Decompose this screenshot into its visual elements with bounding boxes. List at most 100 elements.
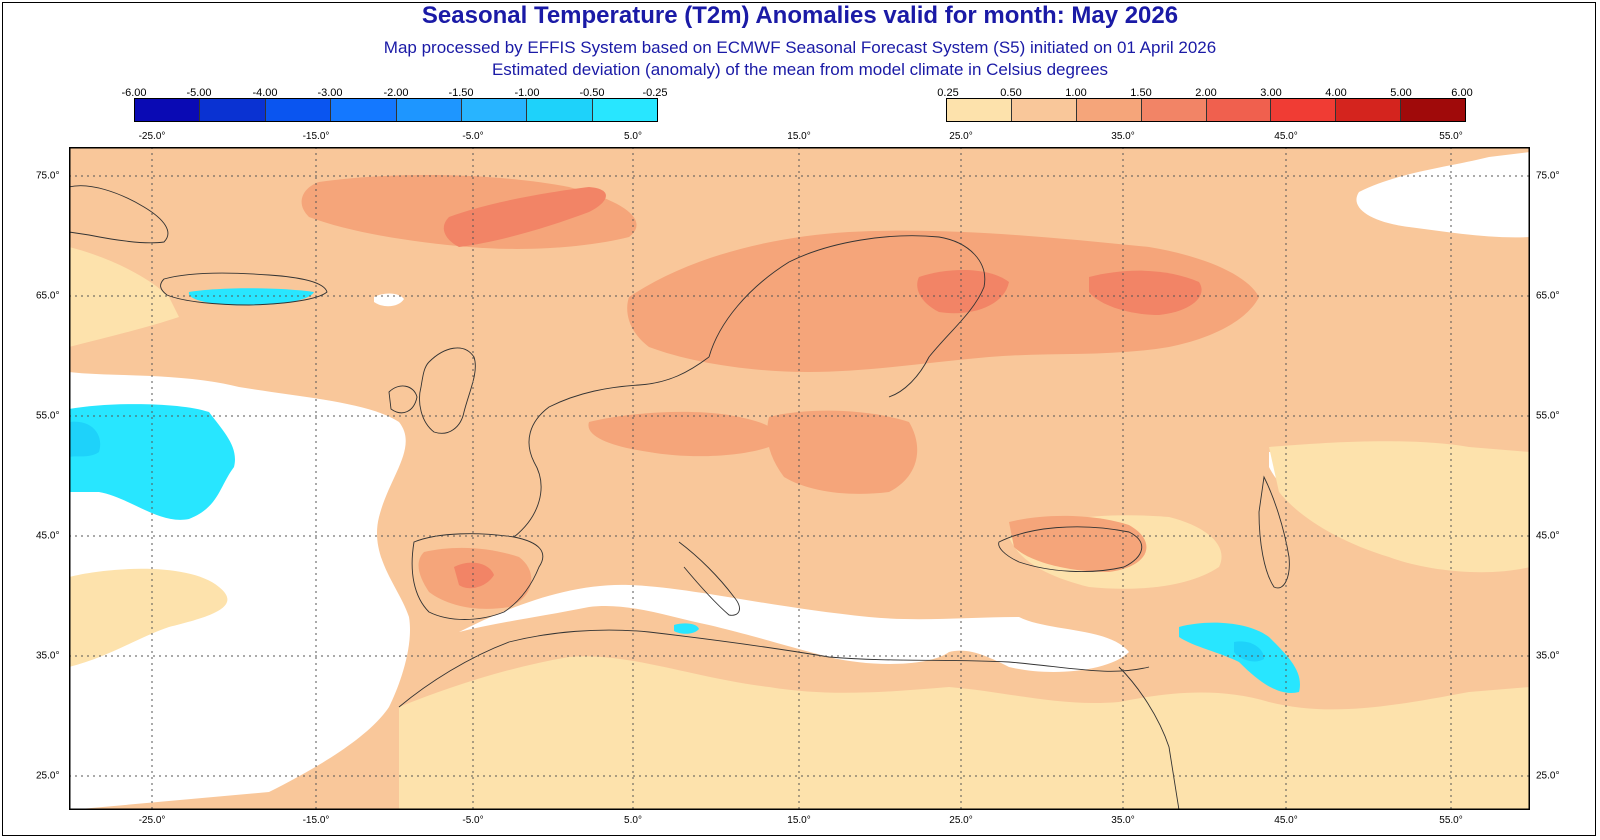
coastline-iberia — [411, 533, 544, 620]
lon-label-top: -5.0° — [462, 131, 484, 142]
colder-anomaly-atlantic — [69, 421, 101, 457]
cold-anomaly-iceland — [188, 288, 314, 306]
legend-label-pos: 2.00 — [1195, 87, 1217, 99]
legend-swatch-neg-7 — [527, 99, 593, 121]
lon-label-top: -15.0° — [302, 131, 330, 142]
legend-label-neg: -0.25 — [642, 87, 668, 99]
lat-label-left: 55.0° — [36, 410, 60, 422]
lat-label-left: 35.0° — [36, 650, 60, 662]
warm-anomaly-caucasus — [1009, 515, 1147, 572]
legend-swatch-neg-6 — [461, 99, 528, 121]
legend-swatch-pos-1 — [947, 99, 1012, 121]
legend-label-pos: 1.00 — [1065, 87, 1087, 99]
neutral-arctic-east — [1356, 152, 1530, 238]
lat-label-right: 45.0° — [1536, 530, 1560, 542]
lat-label-left: 65.0° — [36, 290, 60, 302]
lon-label-top: 45.0° — [1274, 131, 1298, 142]
hot-anomaly-north-atlantic — [443, 187, 606, 247]
map-subtitle-source: Map processed by EFFIS System based on E… — [383, 38, 1217, 57]
neutral-mediterranean — [459, 584, 1129, 672]
hot-anomaly-finland — [917, 270, 1009, 314]
coastline-arabia — [1118, 666, 1180, 810]
hot-anomaly-russia — [1089, 270, 1202, 315]
map-title: Seasonal Temperature (T2m) Anomalies val… — [421, 2, 1179, 29]
lat-label-left: 45.0° — [36, 530, 60, 542]
legend-swatch-pos-2 — [1011, 99, 1077, 121]
coastline-scandinavia — [708, 235, 986, 398]
map-subtitle-units: Estimated deviation (anomaly) of the mea… — [491, 60, 1109, 79]
legend-label-neg: -2.00 — [383, 87, 409, 99]
warm-anomaly-poland — [767, 410, 918, 494]
light-warm-central-asia — [1269, 441, 1530, 573]
legend-colorbar-negative — [134, 98, 658, 122]
lat-label-right: 65.0° — [1536, 290, 1560, 302]
legend-swatch-pos-5 — [1206, 99, 1272, 121]
lon-label-bottom: 45.0° — [1274, 815, 1298, 826]
coastline-ireland — [388, 385, 418, 414]
legend-swatch-pos-6 — [1271, 99, 1337, 121]
coastline-north-africa — [398, 629, 1150, 708]
cold-anomaly-atlantic — [69, 404, 235, 520]
lat-label-right: 55.0° — [1536, 410, 1560, 422]
lat-label-right: 75.0° — [1536, 170, 1560, 182]
coastline-europe-west — [513, 356, 710, 538]
coastline-caspian — [1258, 475, 1290, 589]
lon-label-top: 5.0° — [624, 131, 642, 142]
lon-label-top: 55.0° — [1439, 131, 1463, 142]
graticule — [69, 147, 1530, 810]
legend-label-pos: 5.00 — [1390, 87, 1412, 99]
legend-label-neg: -0.50 — [579, 87, 605, 99]
legend-colorbar-positive — [946, 98, 1466, 122]
lat-label-right: 35.0° — [1536, 650, 1560, 662]
legend-label-pos: 6.00 — [1451, 87, 1473, 99]
lat-label-right: 25.0° — [1536, 770, 1560, 782]
cold-anomaly-middle-east — [1179, 622, 1300, 693]
legend-swatch-neg-8 — [592, 99, 657, 121]
coastline-greenland — [69, 185, 169, 244]
lon-label-bottom: 25.0° — [949, 815, 973, 826]
legend-label-pos: 3.00 — [1260, 87, 1282, 99]
legend-label-pos: 1.50 — [1130, 87, 1152, 99]
legend-label-neg: -4.00 — [252, 87, 278, 99]
legend-swatch-neg-1 — [135, 99, 201, 121]
legend-label-neg: -3.00 — [317, 87, 343, 99]
lat-label-left: 75.0° — [36, 170, 60, 182]
legend-swatch-neg-4 — [331, 99, 397, 121]
legend-label-neg: -5.00 — [186, 87, 212, 99]
lon-label-bottom: 35.0° — [1111, 815, 1135, 826]
lon-label-top: -25.0° — [138, 131, 166, 142]
map-border — [69, 147, 1530, 810]
lon-label-top: 25.0° — [949, 131, 973, 142]
legend-label-neg: -6.00 — [121, 87, 147, 99]
coastlines — [69, 185, 1290, 810]
legend-swatch-pos-4 — [1141, 99, 1207, 121]
anomaly-map — [69, 147, 1530, 810]
lon-label-bottom: -5.0° — [462, 815, 484, 826]
lon-label-bottom: 15.0° — [787, 815, 811, 826]
legend-swatch-neg-3 — [265, 99, 332, 121]
legend-label-pos: 0.50 — [1000, 87, 1022, 99]
lon-label-bottom: -25.0° — [138, 815, 166, 826]
coastline-iceland — [160, 272, 328, 306]
legend-swatch-pos-7 — [1336, 99, 1402, 121]
lon-label-top: 15.0° — [787, 131, 811, 142]
light-warm-atlantic-patch — [69, 568, 228, 667]
lon-label-bottom: 5.0° — [624, 815, 642, 826]
lon-label-bottom: 55.0° — [1439, 815, 1463, 826]
legend-swatch-pos-8 — [1401, 99, 1465, 121]
warm-anomaly-central-europe — [588, 411, 777, 457]
cold-anomaly-north-africa-coast — [674, 623, 699, 634]
lat-label-left: 25.0° — [36, 770, 60, 782]
legend-label-neg: -1.50 — [448, 87, 474, 99]
legend-swatch-neg-5 — [396, 99, 462, 121]
legend-label-pos: 4.00 — [1325, 87, 1347, 99]
lon-label-top: 35.0° — [1111, 131, 1135, 142]
legend-swatch-pos-3 — [1076, 99, 1142, 121]
legend-swatch-neg-2 — [200, 99, 266, 121]
neutral-north-atlantic-patch — [374, 293, 404, 307]
coastline-british-isles — [419, 347, 476, 434]
legend-label-pos: 0.25 — [937, 87, 959, 99]
colder-anomaly-middle-east — [1234, 641, 1264, 662]
light-warm-north-africa — [399, 656, 1530, 810]
